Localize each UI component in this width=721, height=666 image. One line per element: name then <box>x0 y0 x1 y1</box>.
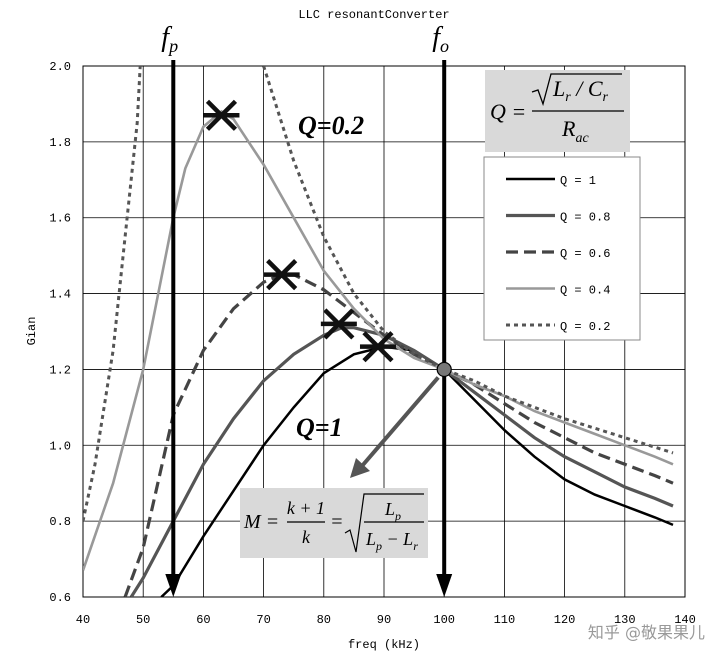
formula-text: L <box>365 529 376 549</box>
legend-label: Q = 1 <box>560 174 596 188</box>
frequency-label: f <box>432 22 443 53</box>
y-tick-label: 1.6 <box>49 212 71 226</box>
arrow-head <box>436 574 453 597</box>
q-formula: Q = Lr / Cr Rac <box>485 70 630 152</box>
formula-text: k <box>302 527 311 547</box>
x-tick-label: 40 <box>76 613 90 627</box>
formula-text: R <box>561 116 576 141</box>
legend-box <box>483 156 641 341</box>
sqrt-sign <box>344 493 424 553</box>
x-tick-label: 110 <box>494 613 516 627</box>
x-axis-label: freq (kHz) <box>348 638 420 652</box>
formula-text: Lp − Lr <box>365 529 418 553</box>
formula-text: r <box>413 539 418 553</box>
formula-text: p <box>394 509 401 523</box>
series-line <box>83 109 674 571</box>
arrow-head <box>165 574 182 597</box>
formula-box <box>240 488 428 558</box>
watermark: 知乎 @敬果果儿 <box>588 623 705 642</box>
frequency-label: fp <box>161 22 178 56</box>
series-line <box>83 66 674 522</box>
frequency-label: p <box>167 36 178 56</box>
x-tick-label: 120 <box>554 613 576 627</box>
y-tick-label: 1.2 <box>49 363 71 377</box>
formula-text: Q = <box>490 99 526 124</box>
annotation: Q=1 <box>296 413 343 442</box>
formula-text: − L <box>382 529 413 549</box>
y-tick-label: 1.0 <box>49 439 71 453</box>
legend-label: Q = 0.2 <box>560 320 610 334</box>
x-tick-label: 80 <box>317 613 331 627</box>
y-tick-label: 2.0 <box>49 60 71 74</box>
x-tick-label: 140 <box>674 613 696 627</box>
formula-text: M = <box>243 511 279 533</box>
formula-text: Lp <box>384 499 401 523</box>
y-tick-label: 0.6 <box>49 591 71 605</box>
y-tick-label: 1.4 <box>49 288 71 302</box>
x-tick-label: 50 <box>136 613 150 627</box>
formula-text: k + 1 <box>287 498 325 518</box>
m-formula: M = k + 1 k = Lp Lp − Lr <box>240 488 428 558</box>
formula-text: Rac <box>561 116 589 146</box>
chart-title: LLC resonantConverter <box>298 8 449 22</box>
resonance-point <box>436 361 452 378</box>
y-axis-label: Gian <box>25 317 39 346</box>
curves <box>83 66 674 597</box>
x-tick-label: 60 <box>196 613 210 627</box>
frequency-label: o <box>440 36 449 56</box>
formula-text: = <box>330 511 344 533</box>
y-tick-label: 0.8 <box>49 515 71 529</box>
series-line <box>123 273 674 597</box>
formula-text: r <box>565 90 571 105</box>
frequency-label: f <box>161 22 172 53</box>
annotation: Q=0.2 <box>298 111 364 140</box>
legend-label: Q = 0.8 <box>560 211 610 225</box>
legend: Q = 1 Q = 0.8 Q = 0.6 Q = 0.4 Q = 0.2 <box>483 156 641 341</box>
pointer-arrow <box>360 376 440 468</box>
x-tick-label: 130 <box>614 613 636 627</box>
peak-marker <box>359 331 396 363</box>
frequency-label: fo <box>432 22 449 56</box>
peak-marker <box>320 308 357 340</box>
formula-text: L <box>384 499 395 519</box>
formula-text: p <box>375 539 382 553</box>
peak-marker <box>263 259 300 291</box>
legend-label: Q = 0.4 <box>560 284 610 298</box>
formula-text: r <box>603 90 609 105</box>
overlay: fp fo <box>161 22 453 597</box>
x-tick-label: 100 <box>433 613 455 627</box>
legend-label: Q = 0.6 <box>560 247 610 261</box>
x-tick-label: 70 <box>256 613 270 627</box>
y-tick-label: 1.8 <box>49 136 71 150</box>
formula-text: / C <box>571 76 603 101</box>
peak-marker <box>203 99 240 131</box>
sqrt-sign <box>531 73 622 107</box>
formula-text: Lr / Cr <box>552 76 609 105</box>
formula-text: ac <box>575 131 589 146</box>
formula-text: L <box>552 76 565 101</box>
arrow-head <box>350 458 370 478</box>
x-tick-label: 90 <box>377 613 391 627</box>
